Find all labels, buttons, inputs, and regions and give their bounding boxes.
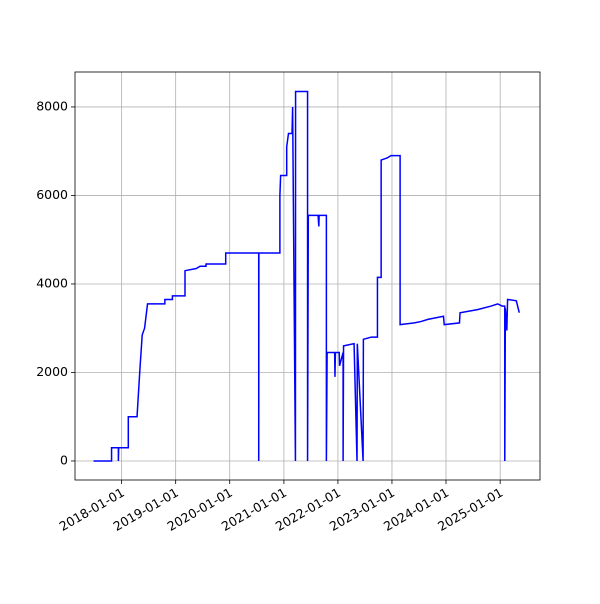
data-line xyxy=(93,90,520,462)
y-tick-label: 4000 xyxy=(36,275,68,290)
y-tick-label: 8000 xyxy=(36,98,68,113)
y-tick-label: 6000 xyxy=(36,187,68,202)
y-tick-label: 0 xyxy=(60,452,68,467)
plot-frame xyxy=(74,71,541,481)
y-tick-label: 2000 xyxy=(36,364,68,379)
